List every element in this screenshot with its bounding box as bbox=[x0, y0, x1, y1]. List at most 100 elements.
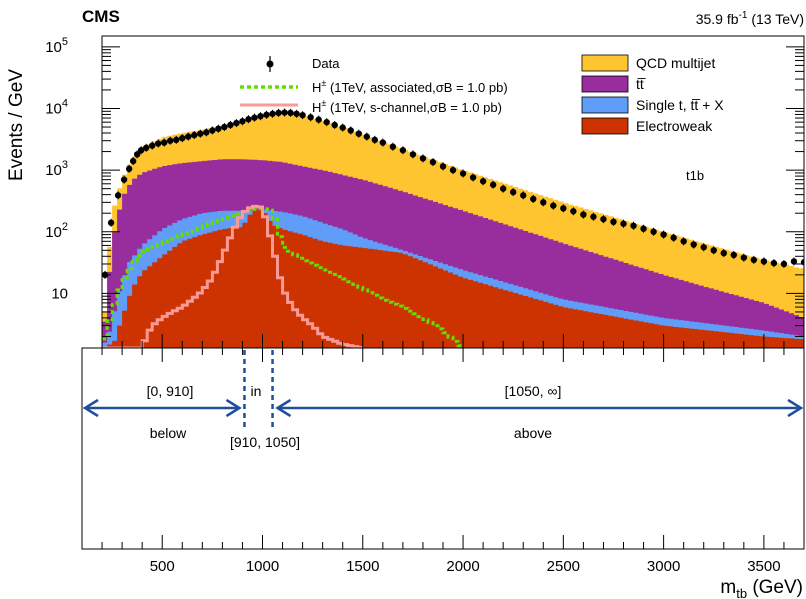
data-point bbox=[479, 178, 487, 185]
data-point bbox=[740, 254, 748, 261]
category-label: t1b bbox=[686, 168, 704, 183]
legend-item-signal-associated: H± (1TeV, associated,σB = 1.0 pb) bbox=[240, 78, 508, 95]
data-point bbox=[125, 165, 133, 173]
data-point bbox=[299, 111, 306, 119]
data-point bbox=[287, 109, 294, 117]
data-point bbox=[161, 139, 168, 146]
legend-electroweak-label: Electroweak bbox=[636, 118, 713, 134]
data-point bbox=[650, 228, 657, 235]
data-point bbox=[590, 213, 597, 220]
data-point bbox=[790, 258, 798, 265]
legend-electroweak-swatch bbox=[581, 117, 629, 135]
data-point bbox=[114, 192, 122, 199]
data-point bbox=[690, 241, 697, 248]
data-point bbox=[167, 137, 174, 144]
data-point bbox=[780, 260, 788, 268]
data-point bbox=[449, 166, 457, 174]
data-point bbox=[700, 244, 707, 251]
data-point bbox=[197, 130, 204, 137]
region-below-range: [0, 910] bbox=[147, 383, 194, 399]
region-in-range: [910, 1050] bbox=[230, 434, 300, 450]
y-tick-label: 10 bbox=[51, 285, 68, 302]
legend-item-single-t: Single t, tt̅ + X bbox=[581, 96, 724, 114]
y-axis-ticks: 10 102 103 104 105 bbox=[45, 36, 804, 337]
data-point bbox=[129, 157, 137, 165]
signal-schannel-curve bbox=[102, 204, 363, 348]
legend-item-data: Data bbox=[266, 56, 340, 72]
x-tick-label: 500 bbox=[150, 558, 175, 575]
data-point bbox=[179, 134, 186, 142]
data-point bbox=[560, 205, 567, 212]
luminosity-label: 35.9 fb-1 (13 TeV) bbox=[696, 10, 804, 27]
data-point bbox=[227, 121, 234, 129]
data-point bbox=[191, 131, 198, 139]
data-point bbox=[251, 114, 258, 121]
region-panel-frame bbox=[81, 347, 805, 550]
data-point bbox=[281, 109, 288, 116]
legend-data-marker bbox=[266, 60, 274, 68]
data-point bbox=[307, 114, 314, 121]
data-point bbox=[221, 123, 228, 131]
y-tick-label: 103 bbox=[45, 159, 68, 179]
data-point bbox=[339, 124, 346, 131]
data-point bbox=[257, 112, 264, 120]
signal-associated-curve bbox=[102, 207, 464, 348]
data-point bbox=[720, 249, 727, 257]
legend-signal-associated-label: H± (1TeV, associated,σB = 1.0 pb) bbox=[312, 78, 508, 95]
data-point bbox=[371, 136, 379, 144]
data-point bbox=[209, 127, 216, 134]
legend-signal-schannel-label: H± (1TeV, s-channel,σB = 1.0 pb) bbox=[312, 98, 502, 115]
data-point bbox=[379, 139, 387, 146]
data-point bbox=[215, 125, 222, 132]
data-point bbox=[469, 174, 477, 181]
stacked-backgrounds bbox=[102, 112, 804, 348]
region-in-label: in bbox=[251, 383, 262, 399]
legend-qcd-label: QCD multijet bbox=[636, 55, 715, 71]
data-point bbox=[233, 119, 240, 127]
luminosity-unit-exponent: -1 bbox=[739, 10, 748, 21]
legend-single-t-swatch bbox=[581, 96, 629, 114]
data-point bbox=[499, 185, 507, 192]
legend: Data H± (1TeV, associated,σB = 1.0 pb) H… bbox=[240, 54, 724, 135]
legend-item-signal-schannel: H± (1TeV, s-channel,σB = 1.0 pb) bbox=[240, 98, 502, 115]
region-above-range: [1050, ∞] bbox=[505, 383, 562, 399]
luminosity-value: 35.9 fb bbox=[696, 11, 739, 27]
data-points bbox=[102, 108, 804, 279]
above-arrow-head-left bbox=[275, 398, 292, 418]
data-point bbox=[750, 256, 758, 264]
stack-electroweak bbox=[102, 209, 804, 348]
legend-ttbar-swatch bbox=[581, 75, 629, 93]
data-point bbox=[409, 151, 417, 158]
data-point bbox=[540, 199, 547, 206]
data-point bbox=[269, 110, 276, 117]
x-tick-label: 1000 bbox=[246, 558, 279, 575]
data-point bbox=[142, 144, 150, 152]
data-point bbox=[419, 155, 427, 162]
legend-qcd-swatch bbox=[581, 54, 629, 72]
below-arrow-head-left bbox=[82, 398, 99, 418]
x-tick-label: 2500 bbox=[547, 558, 580, 575]
legend-item-qcd: QCD multijet bbox=[581, 54, 715, 72]
data-point bbox=[148, 142, 156, 149]
data-point bbox=[399, 147, 407, 154]
data-point bbox=[239, 118, 246, 125]
y-tick-label: 102 bbox=[45, 221, 68, 241]
y-tick-label: 104 bbox=[45, 97, 68, 117]
data-point bbox=[293, 110, 300, 117]
energy-value: (13 TeV) bbox=[747, 11, 804, 27]
x-tick-label: 2000 bbox=[446, 558, 479, 575]
x-tick-label: 3000 bbox=[647, 558, 680, 575]
data-point bbox=[137, 147, 145, 154]
data-point bbox=[203, 129, 210, 136]
data-point bbox=[245, 116, 252, 123]
legend-ttbar-label: tt̅ bbox=[636, 76, 647, 92]
legend-single-t-label: Single t, tt̅ + X bbox=[636, 97, 724, 113]
data-point bbox=[355, 130, 362, 137]
data-point bbox=[520, 192, 527, 199]
data-point bbox=[710, 247, 717, 254]
x-axis-ticks-upper bbox=[101, 334, 805, 348]
data-point bbox=[730, 251, 738, 259]
signal-curves bbox=[102, 204, 464, 348]
x-axis-tick-labels: 500 1000 1500 2000 2500 3000 3500 bbox=[150, 558, 781, 575]
data-point bbox=[363, 133, 370, 140]
